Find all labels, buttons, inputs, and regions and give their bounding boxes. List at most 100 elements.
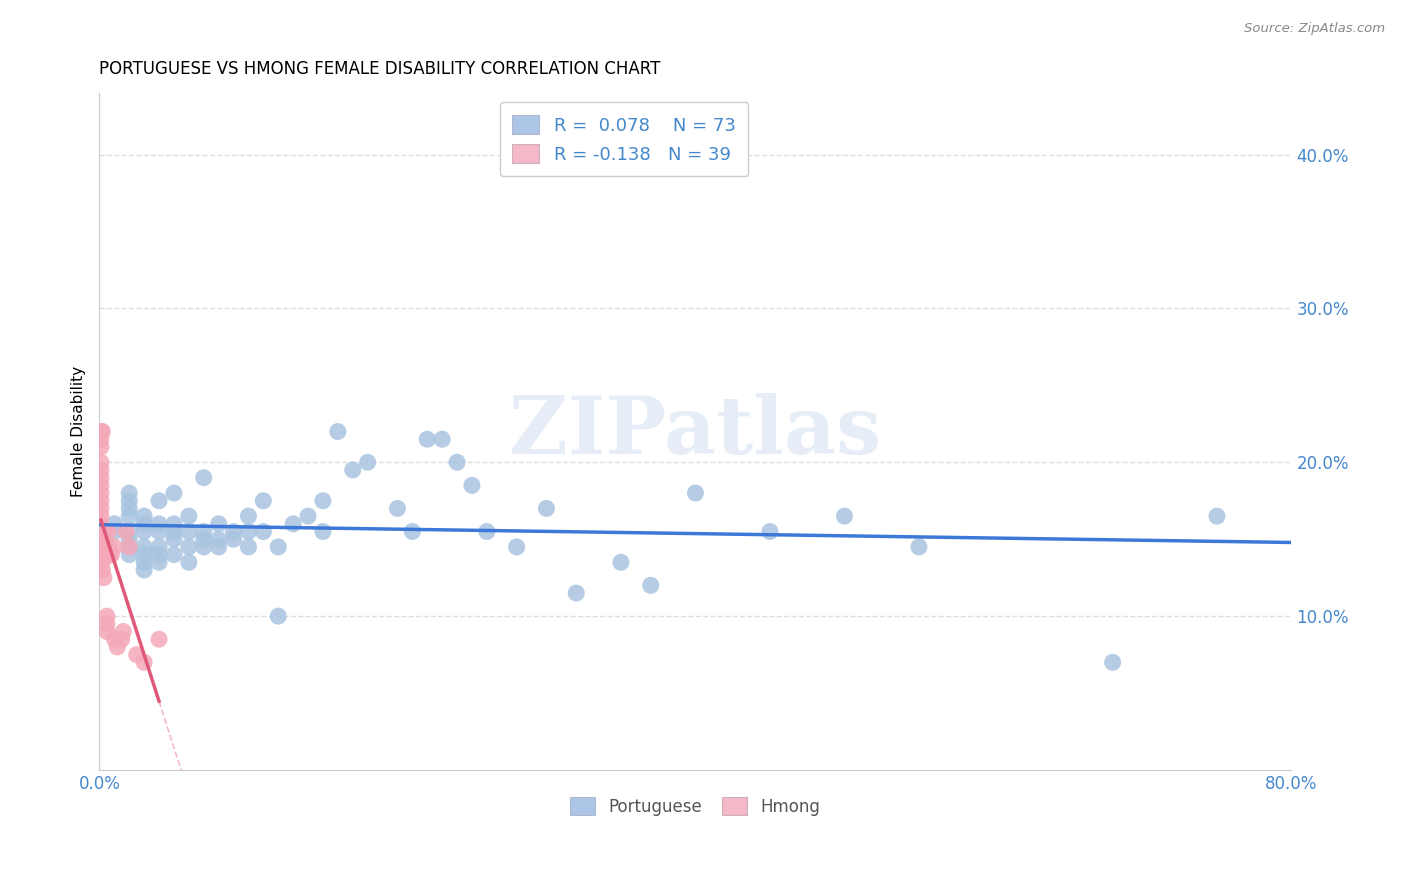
Point: [93, 540, 115, 554]
Point: [90, 548, 112, 562]
Point: [97, 540, 120, 554]
Point: [118, 501, 141, 516]
Point: [93, 571, 115, 585]
Point: [281, 516, 304, 531]
Point: [222, 524, 245, 539]
Point: [163, 486, 186, 500]
Point: [148, 548, 170, 562]
Point: [90, 463, 112, 477]
Point: [91, 548, 114, 562]
Point: [90, 432, 112, 446]
Point: [387, 501, 409, 516]
Point: [208, 516, 231, 531]
Point: [163, 533, 186, 547]
Point: [118, 509, 141, 524]
Point: [91, 425, 114, 439]
Point: [326, 425, 349, 439]
Point: [112, 624, 135, 639]
Point: [177, 509, 200, 524]
Point: [103, 632, 125, 647]
Point: [238, 524, 260, 539]
Point: [222, 533, 245, 547]
Point: [118, 540, 141, 554]
Point: [163, 516, 186, 531]
Point: [401, 524, 423, 539]
Point: [134, 555, 156, 569]
Point: [177, 555, 200, 569]
Point: [90, 486, 112, 500]
Point: [685, 486, 707, 500]
Point: [91, 555, 114, 569]
Point: [90, 524, 112, 539]
Point: [96, 624, 118, 639]
Point: [90, 440, 112, 454]
Point: [475, 524, 498, 539]
Point: [125, 648, 148, 662]
Point: [238, 509, 260, 524]
Point: [238, 540, 260, 554]
Point: [193, 471, 215, 485]
Point: [312, 524, 335, 539]
Point: [759, 524, 782, 539]
Point: [148, 524, 170, 539]
Legend: Portuguese, Hmong: Portuguese, Hmong: [564, 790, 827, 822]
Point: [177, 524, 200, 539]
Point: [100, 548, 122, 562]
Point: [90, 455, 112, 469]
Point: [90, 471, 112, 485]
Text: Source: ZipAtlas.com: Source: ZipAtlas.com: [1244, 22, 1385, 36]
Point: [252, 493, 274, 508]
Text: PORTUGUESE VS HMONG FEMALE DISABILITY CORRELATION CHART: PORTUGUESE VS HMONG FEMALE DISABILITY CO…: [100, 60, 661, 78]
Point: [342, 463, 364, 477]
Point: [148, 540, 170, 554]
Point: [103, 524, 125, 539]
Point: [97, 524, 120, 539]
Point: [134, 540, 156, 554]
Point: [193, 533, 215, 547]
Point: [118, 493, 141, 508]
Point: [91, 563, 114, 577]
Point: [134, 655, 156, 669]
Point: [134, 563, 156, 577]
Point: [208, 540, 231, 554]
Point: [610, 555, 633, 569]
Point: [90, 478, 112, 492]
Point: [252, 524, 274, 539]
Point: [193, 540, 215, 554]
Point: [430, 432, 453, 446]
Point: [134, 524, 156, 539]
Point: [90, 425, 112, 439]
Point: [118, 524, 141, 539]
Point: [565, 586, 588, 600]
Point: [103, 516, 125, 531]
Point: [118, 540, 141, 554]
Point: [96, 616, 118, 631]
Point: [134, 548, 156, 562]
Point: [105, 640, 128, 654]
Point: [163, 548, 186, 562]
Point: [90, 509, 112, 524]
Point: [1101, 655, 1123, 669]
Point: [177, 540, 200, 554]
Point: [148, 493, 170, 508]
Point: [908, 540, 931, 554]
Point: [118, 486, 141, 500]
Point: [416, 432, 439, 446]
Point: [134, 516, 156, 531]
Point: [90, 501, 112, 516]
Point: [446, 455, 468, 469]
Point: [103, 540, 125, 554]
Point: [1206, 509, 1229, 524]
Point: [148, 632, 170, 647]
Text: ZIPatlas: ZIPatlas: [509, 392, 882, 470]
Point: [267, 609, 290, 624]
Point: [267, 540, 290, 554]
Point: [118, 533, 141, 547]
Point: [536, 501, 558, 516]
Point: [312, 493, 335, 508]
Point: [148, 516, 170, 531]
Point: [163, 524, 186, 539]
Point: [115, 524, 138, 539]
Point: [208, 533, 231, 547]
Point: [297, 509, 319, 524]
